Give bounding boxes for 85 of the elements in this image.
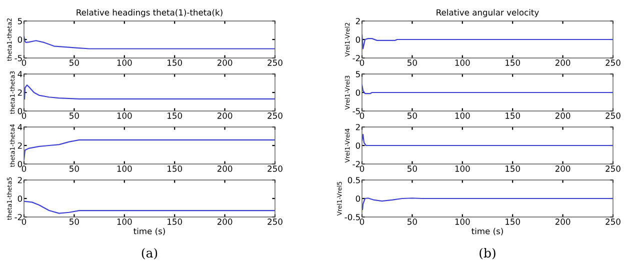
x-tick-label: 0	[22, 218, 26, 225]
x-tick-label: 150	[506, 60, 520, 66]
y-tick-label: 5	[356, 71, 360, 78]
x-tick-label: 250	[606, 218, 620, 225]
x-tick-label: 0	[22, 60, 26, 66]
line-series	[362, 84, 613, 94]
x-tick-label: 150	[506, 112, 520, 119]
y-tick-label: -2	[14, 214, 22, 220]
x-tick-label: 0	[360, 60, 364, 66]
x-tick-label: 0	[360, 166, 364, 172]
line-series	[24, 84, 275, 100]
y-tick-label: -2	[352, 160, 360, 168]
y-tick-label: 2	[18, 142, 22, 149]
y-tick-label: 0	[356, 89, 360, 96]
x-tick-label: 50	[70, 218, 79, 225]
line-series	[362, 198, 613, 210]
y-tick-label: 2	[356, 124, 360, 130]
y-tick-label: 2	[18, 89, 22, 96]
y-tick-label: 5	[18, 18, 22, 24]
x-tick-label: 150	[168, 112, 182, 119]
x-tick-label: 250	[268, 166, 282, 172]
x-tick-label: 100	[455, 112, 470, 119]
x-tick-label: 50	[408, 60, 417, 66]
x-tick-label: 250	[268, 218, 282, 225]
x-tick-label: 50	[408, 166, 417, 172]
y-tick-label: 0	[18, 195, 22, 202]
x-tick-label: 150	[168, 60, 182, 66]
x-tick-label: 50	[408, 112, 417, 119]
x-tick-label: 200	[555, 112, 570, 119]
x-tick-label: 0	[360, 218, 364, 225]
x-tick-label: 250	[606, 112, 620, 119]
x-axis-title: time (s)	[472, 228, 503, 236]
y-tick-label: 2	[18, 176, 22, 184]
line-series	[24, 36, 275, 50]
x-tick-label: 100	[455, 60, 470, 66]
x-tick-label: 200	[555, 218, 570, 225]
y-tick-label: 4	[18, 124, 22, 130]
y-tick-label: -2	[352, 54, 360, 62]
x-tick-label: 100	[117, 218, 132, 225]
y-tick-label: 4	[18, 71, 22, 78]
y-tick-label: -0.5	[344, 214, 360, 220]
x-tick-label: 200	[555, 166, 570, 172]
x-tick-label: 0	[22, 112, 26, 119]
line-series	[24, 139, 275, 160]
y-tick-label: -5	[352, 108, 360, 114]
x-tick-label: 200	[217, 218, 232, 225]
x-tick-label: 250	[606, 166, 620, 172]
x-tick-label: 250	[268, 60, 282, 66]
y-tick-label: 0	[356, 142, 360, 149]
x-tick-label: 200	[217, 60, 232, 66]
x-tick-label: 50	[70, 166, 79, 172]
x-axis-title: time (s)	[134, 228, 165, 236]
x-tick-label: 0	[22, 166, 26, 172]
y-tick-label: 0.5	[348, 176, 360, 184]
x-tick-label: 250	[606, 60, 620, 66]
y-tick-label: 0	[18, 160, 22, 168]
x-tick-label: 200	[555, 60, 570, 66]
line-series	[24, 200, 275, 214]
x-tick-label: 50	[408, 218, 417, 225]
chart-title: Relative angular velocity	[436, 9, 539, 18]
y-tick-label: 0	[356, 195, 360, 202]
x-tick-label: 100	[117, 166, 132, 172]
x-tick-label: 150	[506, 166, 520, 172]
chart-title: Relative headings theta(1)-theta(k)	[76, 9, 222, 18]
x-tick-label: 150	[168, 218, 182, 225]
y-tick-label: 0	[18, 36, 22, 43]
text: (a)	[142, 248, 158, 260]
y-tick-label: -5	[14, 55, 22, 62]
x-tick-label: 50	[70, 112, 79, 119]
x-tick-label: 200	[217, 112, 232, 119]
y-tick-label: 0	[18, 108, 22, 114]
x-tick-label: 150	[168, 166, 182, 172]
x-tick-label: 150	[506, 218, 520, 225]
y-tick-label: 0	[356, 36, 360, 43]
x-tick-label: 200	[217, 166, 232, 172]
x-tick-label: 100	[455, 166, 470, 172]
x-tick-label: 100	[117, 112, 132, 119]
x-tick-label: 0	[360, 112, 364, 119]
y-tick-label: 2	[356, 18, 360, 24]
x-tick-label: 100	[455, 218, 470, 225]
x-tick-label: 50	[70, 60, 79, 66]
text: (b)	[480, 248, 496, 260]
line-series	[362, 134, 613, 146]
x-tick-label: 100	[117, 60, 132, 66]
x-tick-label: 250	[268, 112, 282, 119]
